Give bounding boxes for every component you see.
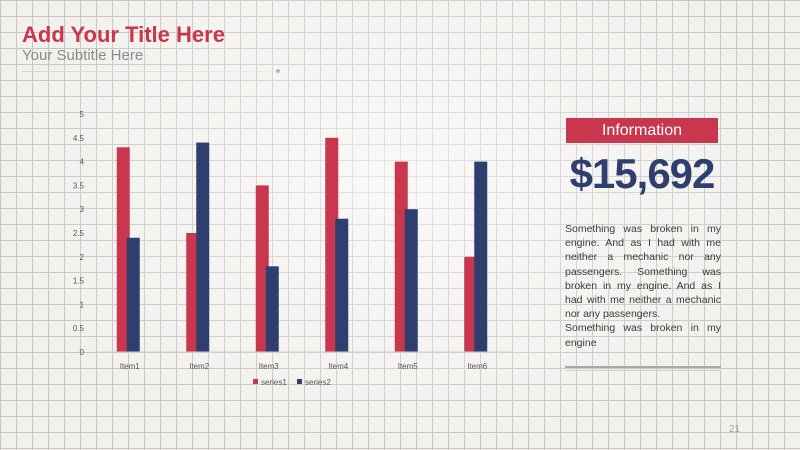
bar-series1-Item2 (186, 233, 200, 352)
x-tick-label: Item3 (259, 362, 280, 371)
y-tick-label: 2 (80, 253, 85, 262)
title-divider (22, 71, 277, 72)
x-tick-label: Item2 (189, 362, 210, 371)
legend-label-series1: series1 (261, 378, 287, 387)
y-tick-label: 3 (80, 205, 85, 214)
title-divider-dot (276, 69, 280, 73)
bar-series1-Item6 (464, 256, 478, 352)
y-tick-label: 1 (80, 300, 85, 309)
y-axis-ticks: 0 0.5 1 1.5 2 2.5 3 3.5 4 4.5 5 (73, 110, 85, 357)
info-text: Something was broken in my engine. And a… (565, 222, 721, 350)
y-tick-label: 1.5 (73, 277, 85, 286)
info-value: $15,692 (569, 150, 716, 197)
y-tick-label: 4.5 (73, 134, 85, 143)
bar-series1-Item5 (394, 161, 408, 352)
slide-title: Add Your Title Here (22, 22, 225, 47)
x-tick-label: Item1 (120, 362, 141, 371)
info-heading: Information (566, 118, 718, 143)
info-divider-thin (565, 370, 721, 371)
y-tick-label: 4 (80, 158, 85, 167)
bar-series2-Item3 (265, 266, 279, 352)
info-paragraph-2: Something was broken in my engine (565, 322, 721, 349)
info-paragraph-1: Something was broken in my engine. And a… (565, 223, 721, 321)
page-number: 21 (729, 424, 741, 435)
chart-legend: series1 series2 (253, 378, 331, 387)
bar-series2-Item6 (474, 161, 488, 352)
legend-label-series2: series2 (305, 378, 331, 387)
x-tick-label: Item6 (467, 362, 488, 371)
x-tick-label: Item4 (328, 362, 349, 371)
y-tick-label: 5 (80, 110, 85, 119)
x-tick-label: Item5 (398, 362, 419, 371)
y-tick-label: 0.5 (73, 324, 85, 333)
bar-series2-Item1 (126, 237, 140, 352)
legend-swatch-series1 (253, 379, 258, 384)
info-divider (565, 366, 721, 368)
slide-subtitle: Your Subtitle Here (22, 47, 144, 64)
bar-series1-Item1 (116, 147, 130, 352)
y-tick-label: 0 (80, 348, 85, 357)
bar-series2-Item4 (335, 218, 349, 352)
x-axis-ticks: Item1 Item2 Item3 Item4 Item5 Item6 (120, 362, 488, 371)
bar-series1-Item3 (255, 185, 269, 352)
bar-series1-Item4 (325, 137, 339, 352)
bar-series2-Item2 (196, 142, 210, 352)
y-tick-label: 2.5 (73, 229, 85, 238)
y-tick-label: 3.5 (73, 181, 85, 190)
bar-series2-Item5 (404, 209, 418, 352)
chart-bars (116, 137, 488, 352)
legend-swatch-series2 (297, 379, 302, 384)
